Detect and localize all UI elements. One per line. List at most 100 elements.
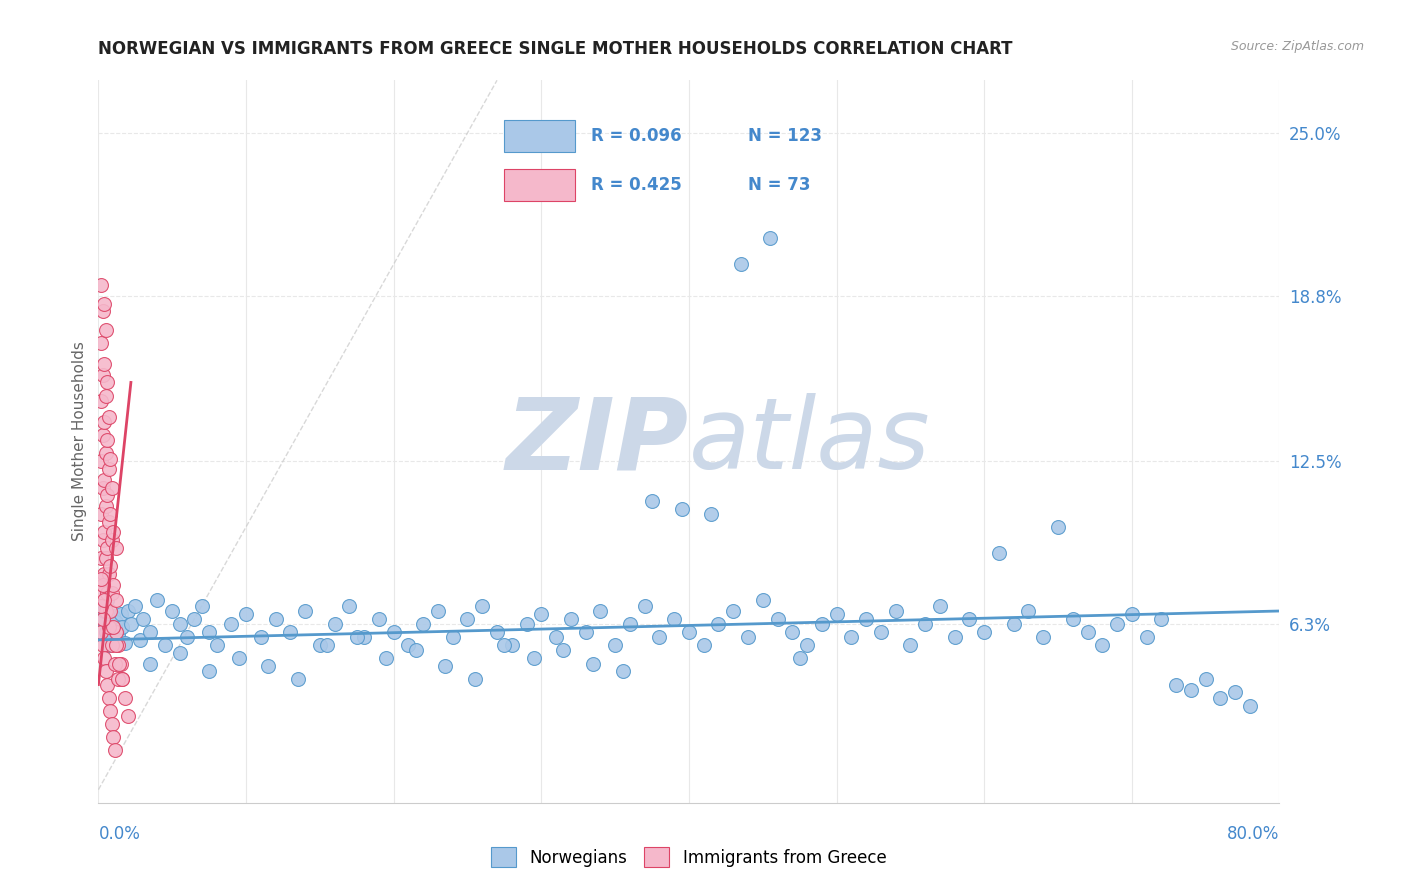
- Point: [91, 428, 114, 442]
- Point: [90, 454, 112, 468]
- Point: [457, 612, 479, 626]
- Point: [546, 630, 568, 644]
- Point: [589, 604, 612, 618]
- Point: [973, 625, 995, 640]
- Point: [91, 638, 114, 652]
- Point: [205, 638, 228, 652]
- Point: [316, 638, 339, 652]
- Point: [1032, 630, 1054, 644]
- Point: [464, 673, 486, 687]
- Point: [471, 599, 494, 613]
- Point: [97, 638, 120, 652]
- Point: [97, 515, 120, 529]
- Point: [97, 462, 120, 476]
- Point: [1150, 612, 1173, 626]
- Point: [441, 630, 464, 644]
- Point: [100, 717, 122, 731]
- Point: [605, 638, 627, 652]
- Text: atlas: atlas: [689, 393, 931, 490]
- Point: [90, 573, 112, 587]
- Point: [91, 304, 114, 318]
- Point: [107, 627, 129, 641]
- Point: [183, 612, 205, 626]
- Point: [139, 657, 162, 671]
- Point: [1002, 617, 1025, 632]
- Point: [494, 638, 516, 652]
- Text: Source: ZipAtlas.com: Source: ZipAtlas.com: [1230, 40, 1364, 54]
- Point: [90, 551, 112, 566]
- Point: [93, 651, 115, 665]
- Point: [90, 599, 112, 613]
- Point: [94, 388, 117, 402]
- Point: [110, 657, 132, 671]
- Point: [530, 607, 553, 621]
- Point: [1018, 604, 1040, 618]
- Point: [139, 625, 162, 640]
- Point: [105, 638, 128, 652]
- Point: [114, 635, 136, 649]
- Point: [117, 709, 139, 723]
- Point: [884, 604, 907, 618]
- Point: [98, 617, 121, 632]
- Point: [323, 617, 346, 632]
- Point: [93, 357, 115, 371]
- Point: [1121, 607, 1143, 621]
- Point: [1062, 612, 1084, 626]
- Point: [93, 593, 115, 607]
- Point: [766, 612, 789, 626]
- Point: [111, 673, 134, 687]
- Point: [678, 625, 700, 640]
- Point: [111, 620, 134, 634]
- Point: [427, 604, 450, 618]
- Point: [900, 638, 922, 652]
- Text: NORWEGIAN VS IMMIGRANTS FROM GREECE SINGLE MOTHER HOUSEHOLDS CORRELATION CHART: NORWEGIAN VS IMMIGRANTS FROM GREECE SING…: [98, 40, 1012, 58]
- Point: [90, 336, 112, 351]
- Point: [235, 607, 257, 621]
- Point: [575, 625, 598, 640]
- Point: [117, 604, 139, 618]
- Point: [368, 612, 391, 626]
- Point: [91, 599, 114, 613]
- Point: [90, 393, 112, 408]
- Point: [107, 638, 129, 652]
- Point: [146, 593, 169, 607]
- Point: [375, 651, 398, 665]
- Point: [612, 665, 634, 679]
- Point: [94, 551, 117, 566]
- Point: [959, 612, 981, 626]
- Bar: [503, 120, 575, 152]
- Point: [90, 507, 112, 521]
- Bar: [503, 169, 575, 202]
- Point: [434, 659, 457, 673]
- Point: [96, 541, 118, 555]
- Point: [353, 630, 375, 644]
- Text: 0.0%: 0.0%: [98, 825, 141, 843]
- Point: [97, 409, 120, 424]
- Point: [228, 651, 250, 665]
- Point: [93, 604, 115, 618]
- Point: [91, 585, 114, 599]
- Point: [90, 612, 112, 626]
- Point: [100, 638, 122, 652]
- Point: [582, 657, 605, 671]
- Point: [93, 415, 115, 429]
- Point: [105, 593, 128, 607]
- Point: [1107, 617, 1129, 632]
- Point: [759, 231, 782, 245]
- Point: [929, 599, 952, 613]
- Point: [100, 630, 122, 644]
- Point: [619, 617, 641, 632]
- Point: [516, 617, 538, 632]
- Text: ZIP: ZIP: [506, 393, 689, 490]
- Point: [98, 559, 121, 574]
- Point: [103, 609, 125, 624]
- Point: [93, 296, 115, 310]
- Point: [339, 599, 361, 613]
- Point: [943, 630, 966, 644]
- Point: [100, 533, 122, 547]
- Point: [98, 604, 121, 618]
- Point: [96, 376, 118, 390]
- Point: [988, 546, 1011, 560]
- Point: [100, 481, 122, 495]
- Point: [93, 567, 115, 582]
